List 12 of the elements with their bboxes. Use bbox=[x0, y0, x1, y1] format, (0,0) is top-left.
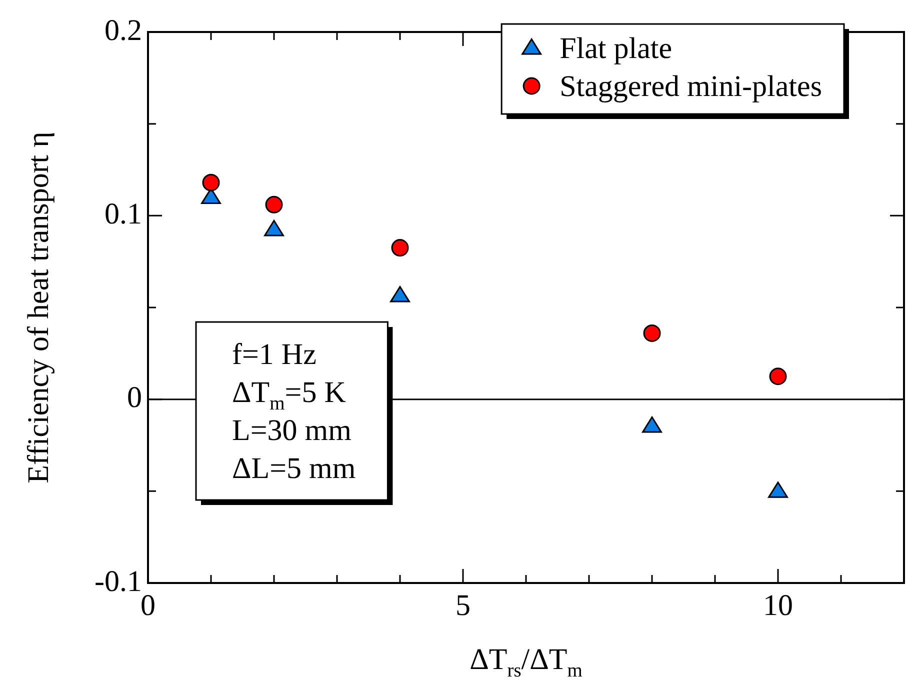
x-tick-label: 10 bbox=[763, 588, 793, 622]
annotation: L=30 mm bbox=[232, 414, 352, 447]
legend-label: Flat plate bbox=[560, 32, 672, 65]
y-axis-title: Efficiency of heat transport η bbox=[22, 132, 55, 484]
y-tick-label: 0.2 bbox=[104, 14, 142, 47]
annotation: ΔL=5 mm bbox=[232, 452, 356, 485]
legend-label: Staggered mini-plates bbox=[560, 70, 822, 103]
x-tick-label: 5 bbox=[456, 588, 470, 622]
y-tick-label: -0.1 bbox=[94, 564, 142, 598]
y-tick-label: 0.1 bbox=[104, 198, 142, 231]
annotation: f=1 Hz bbox=[232, 338, 316, 371]
y-tick-label: 0 bbox=[127, 381, 142, 414]
